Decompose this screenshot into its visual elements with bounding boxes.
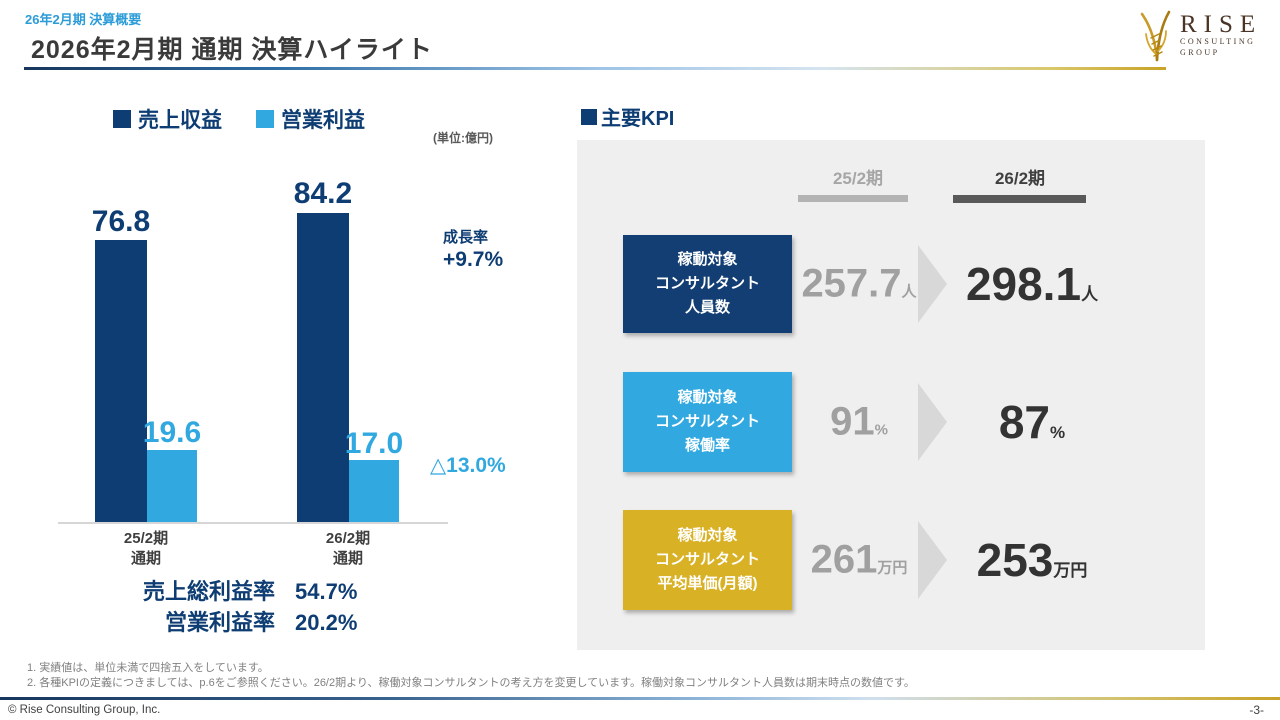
gross-margin-label: 売上総利益率 — [142, 579, 275, 604]
operating-margin-label: 営業利益率 — [164, 609, 275, 635]
footer-divider — [0, 697, 1280, 700]
bar-revenue-fy25 — [95, 240, 147, 522]
eyebrow-label: 26年2月期 決算概要 — [25, 12, 142, 27]
kpi-heading-text: 主要KPI — [601, 108, 675, 130]
kpi-average-rate-cur-unit: 万円 — [1053, 561, 1088, 580]
data-label-revenue-fy26: 84.2 — [293, 177, 353, 210]
kpi-utilization-cur: 87% — [999, 395, 1065, 449]
legend-label-profit: 営業利益 — [281, 109, 365, 132]
chart-legend: 売上収益 営業利益 — [113, 104, 365, 134]
wheat-logo-icon — [1140, 10, 1171, 62]
kpi-row-utilization: 稼動対象 コンサルタント 稼働率 91% 87% — [577, 372, 1205, 472]
kpi-panel: 25/2期 26/2期 稼動対象 コンサルタント 人員数 257.7人 298.… — [577, 140, 1205, 650]
kpi-headcount-cur: 298.1人 — [966, 257, 1098, 311]
x-axis-line — [58, 522, 448, 524]
page-title: 2026年2月期 通期 決算ハイライト — [31, 36, 433, 64]
kpi-headcount-prev: 257.7人 — [801, 262, 916, 307]
page-number: -3- — [1249, 703, 1264, 717]
kpi-average-rate-prev-unit: 万円 — [877, 559, 908, 577]
growth-rate-value: +9.7% — [443, 248, 504, 271]
logo-text: RISE CONSULTING GROUP — [1180, 12, 1262, 59]
kpi-label-utilization: 稼動対象 コンサルタント 稼働率 — [623, 372, 792, 472]
unit-note: (単位:億円) — [433, 131, 493, 145]
data-label-profit-fy26: 17.0 — [344, 427, 404, 460]
kpi-utilization-prev-value: 91 — [830, 399, 875, 444]
kpi-column-header-prev: 25/2期 — [832, 169, 884, 188]
copyright-text: © Rise Consulting Group, Inc. — [8, 704, 161, 716]
operating-margin-value: 20.2% — [295, 609, 358, 635]
kpi-utilization-cur-unit: % — [1050, 423, 1066, 442]
right-arrow-icon — [918, 383, 947, 461]
legend-label-revenue: 売上収益 — [138, 109, 222, 132]
kpi-headcount-cur-unit: 人 — [1081, 285, 1099, 304]
data-label-revenue-fy25: 76.8 — [91, 205, 151, 238]
kpi-column-header-cur: 26/2期 — [994, 169, 1046, 188]
heading-square-icon — [581, 108, 597, 125]
kpi-average-rate-cur: 253万円 — [977, 533, 1088, 587]
kpi-headcount-cur-value: 298.1 — [965, 258, 1082, 310]
data-label-profit-fy25: 19.6 — [142, 416, 202, 449]
kpi-utilization-prev-unit: % — [874, 421, 888, 439]
logo-subtext-group: GROUP — [1180, 47, 1220, 57]
footnotes: 1. 実績値は、単位未満で四捨五入をしています。 2. 各種KPIの定義につきま… — [27, 661, 915, 692]
kpi-row-headcount: 稼動対象 コンサルタント 人員数 257.7人 298.1人 — [577, 235, 1205, 333]
x-tick-fy25: 25/2期 通期 — [123, 530, 169, 568]
bar-chart: 76.8 19.6 84.2 17.0 25/2期 通期 26/2期 通期 — [58, 177, 448, 567]
gross-margin-value: 54.7% — [295, 579, 358, 604]
kpi-utilization-prev: 91% — [830, 400, 888, 445]
x-tick-fy26: 26/2期 通期 — [325, 530, 371, 568]
logo-wordmark: RISE — [1180, 10, 1263, 38]
bar-profit-fy25 — [147, 450, 197, 522]
footnote-2: 2. 各種KPIの定義につきましては、p.6をご参照ください。26/2期より、稼… — [27, 677, 915, 690]
kpi-column-underline-prev — [798, 195, 908, 202]
kpi-column-underline-cur — [953, 195, 1086, 203]
legend-item-revenue: 売上収益 — [113, 104, 222, 134]
kpi-section-heading: 主要KPI — [581, 102, 674, 131]
kpi-average-rate-prev-value: 261 — [810, 537, 878, 582]
kpi-average-rate-cur-value: 253 — [976, 534, 1054, 586]
growth-rate-label: 成長率 — [443, 229, 489, 246]
right-arrow-icon — [918, 245, 947, 323]
kpi-label-headcount: 稼動対象 コンサルタント 人員数 — [623, 235, 792, 333]
bar-profit-fy26 — [349, 460, 399, 522]
profit-swatch-icon — [256, 110, 274, 128]
right-arrow-icon — [918, 521, 947, 599]
logo-subtext-consulting: CONSULTING — [1180, 36, 1256, 46]
footnote-1: 1. 実績値は、単位未満で四捨五入をしています。 — [27, 662, 269, 674]
kpi-headcount-prev-unit: 人 — [901, 283, 917, 301]
revenue-growth-annotation: 成長率 +9.7% — [443, 229, 503, 272]
company-logo: RISE CONSULTING GROUP — [1138, 6, 1270, 64]
profit-decline-annotation: △13.0% — [430, 454, 506, 477]
kpi-headcount-prev-value: 257.7 — [801, 261, 902, 306]
kpi-average-rate-prev: 261万円 — [811, 538, 908, 583]
kpi-row-average-rate: 稼動対象 コンサルタント 平均単価(月額) 261万円 253万円 — [577, 510, 1205, 610]
bar-revenue-fy26 — [297, 213, 349, 522]
kpi-utilization-cur-value: 87 — [998, 396, 1051, 448]
title-underline — [24, 67, 1166, 70]
legend-item-profit: 営業利益 — [256, 104, 365, 134]
revenue-swatch-icon — [113, 110, 131, 128]
kpi-label-average-rate: 稼動対象 コンサルタント 平均単価(月額) — [623, 510, 792, 610]
margin-ratios: 売上総利益率 54.7% 営業利益率 20.2% — [100, 578, 357, 636]
